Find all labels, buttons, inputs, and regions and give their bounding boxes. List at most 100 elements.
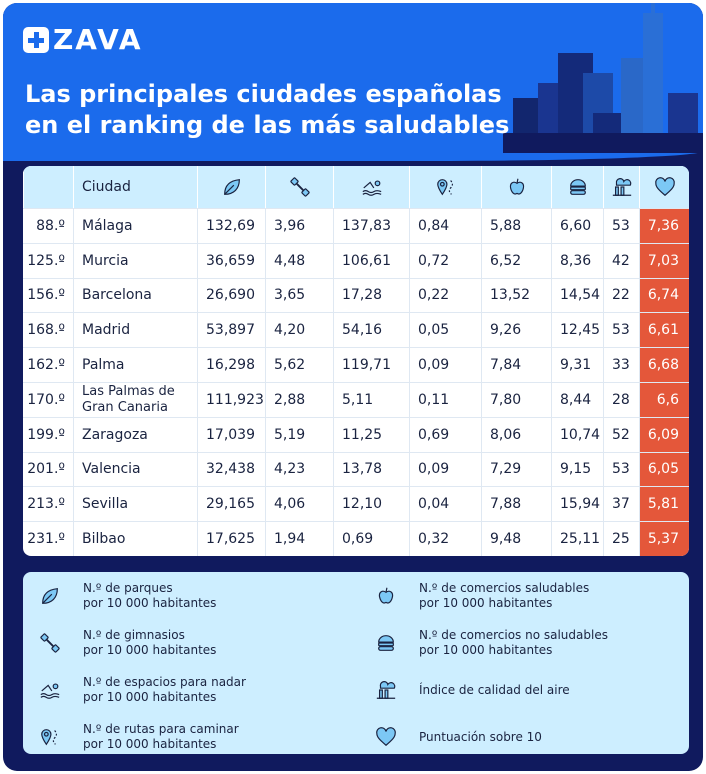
- legend-sublabel: por 10 000 habitantes: [83, 737, 217, 751]
- dumbbell-icon: [40, 633, 60, 653]
- score-cell: 7,03: [639, 243, 689, 278]
- parks-cell: 16,298: [197, 348, 265, 382]
- parks-cell: 36,659: [197, 243, 265, 278]
- legend-text: Índice de calidad del aire: [419, 683, 570, 698]
- air-quality-cell: 53: [603, 313, 639, 348]
- air-quality-cell: 33: [603, 348, 639, 382]
- legend-text: N.º de comercios saludables por 10 000 ha…: [419, 581, 589, 611]
- air-quality-cell: 25: [603, 522, 639, 556]
- table-row: 125.º Murcia 36,659 4,48 106,61 0,72 6,52 8,36 4…: [23, 242, 689, 278]
- swim-cell: 17,28: [333, 278, 409, 313]
- heart-icon: [376, 727, 396, 747]
- unhealthy-shops-cell: 15,94: [551, 487, 603, 522]
- rank-cell: 168.º: [27, 322, 65, 339]
- legend-item: N.º de comercios saludables por 10 000 ha…: [375, 578, 589, 614]
- air-quality-cell: 53: [603, 452, 639, 487]
- rank-cell: 199.º: [27, 426, 65, 443]
- table-row: 231.º Bilbao 17,625 1,94 0,69 0,32 9,48 25,11 25…: [23, 521, 689, 556]
- healthy-shops-cell: 8,06: [481, 417, 551, 452]
- routes-cell: 0,84: [409, 209, 481, 243]
- routes-cell: 0,09: [409, 452, 481, 487]
- routes-cell: 0,32: [409, 522, 481, 556]
- rank-cell: 162.º: [27, 357, 65, 374]
- factory-icon: [603, 166, 639, 208]
- legend-item: N.º de comercios no saludables por 10 000…: [375, 625, 608, 661]
- legend-item: N.º de rutas para caminar por 10 000 habi…: [39, 719, 239, 755]
- unhealthy-shops-cell: 25,11: [551, 522, 603, 556]
- table-header: Ciudad: [23, 166, 689, 208]
- legend-sublabel: por 10 000 habitantes: [419, 596, 553, 610]
- apple-icon: [378, 587, 394, 604]
- legend-sublabel: por 10 000 habitantes: [83, 596, 217, 610]
- burger-icon: [551, 166, 603, 208]
- parks-cell: 111,923: [197, 382, 265, 417]
- swimmer-icon: [333, 166, 409, 208]
- city-skyline-illustration: [503, 3, 703, 153]
- brand-name: ZAVA: [53, 23, 143, 56]
- page-title: Las principales ciudades españolas en el …: [25, 79, 509, 141]
- healthy-shops-cell: 7,80: [481, 382, 551, 417]
- swim-cell: 13,78: [333, 452, 409, 487]
- gyms-cell: 5,19: [265, 417, 333, 452]
- city-cell: Barcelona: [73, 278, 197, 313]
- unhealthy-shops-cell: 9,31: [551, 348, 603, 382]
- healthy-shops-cell: 7,84: [481, 348, 551, 382]
- table-row: 156.º Barcelona 26,690 3,65 17,28 0,22 13,52 14…: [23, 277, 689, 313]
- table-row: 162.º Palma 16,298 5,62 119,71 0,09 7,84 9,31 33…: [23, 347, 689, 382]
- score-cell: 6,05: [639, 452, 689, 487]
- swim-cell: 0,69: [333, 522, 409, 556]
- route-pin-icon: [409, 166, 481, 208]
- routes-cell: 0,22: [409, 278, 481, 313]
- city-cell: Valencia: [73, 452, 197, 487]
- swimmer-icon: [40, 683, 60, 699]
- unhealthy-shops-cell: 8,36: [551, 243, 603, 278]
- legend-text: N.º de rutas para caminar por 10 000 habi…: [83, 722, 239, 752]
- gyms-cell: 1,94: [265, 522, 333, 556]
- score-cell: 6,61: [639, 313, 689, 348]
- title-line-2: en el ranking de las más saludables: [25, 111, 510, 139]
- gyms-cell: 4,48: [265, 243, 333, 278]
- legend-item: Índice de calidad del aire: [375, 672, 570, 708]
- healthy-shops-cell: 6,52: [481, 243, 551, 278]
- parks-cell: 132,69: [197, 209, 265, 243]
- rank-cell: 88.º: [36, 217, 65, 234]
- gyms-cell: 5,62: [265, 348, 333, 382]
- gyms-cell: 4,23: [265, 452, 333, 487]
- apple-icon: [481, 166, 551, 208]
- legend-label: Puntuación sobre 10: [419, 729, 542, 744]
- gyms-cell: 3,65: [265, 278, 333, 313]
- swim-cell: 54,16: [333, 313, 409, 348]
- parks-cell: 29,165: [197, 487, 265, 522]
- city-cell: Las Palmas de Gran Canaria: [73, 382, 197, 417]
- legend-label: N.º de gimnasios: [83, 628, 185, 642]
- unhealthy-shops-cell: 10,74: [551, 417, 603, 452]
- unhealthy-shops-cell: 8,44: [551, 382, 603, 417]
- zava-logo: ZAVA: [23, 23, 143, 56]
- unhealthy-shops-cell: 9,15: [551, 452, 603, 487]
- unhealthy-shops-cell: 12,45: [551, 313, 603, 348]
- legend-label: Índice de calidad del aire: [419, 682, 570, 697]
- table-row: 199.º Zaragoza 17,039 5,19 11,25 0,69 8,06 10,7…: [23, 416, 689, 452]
- legend-label: N.º de comercios no saludables: [419, 628, 608, 642]
- air-quality-cell: 22: [603, 278, 639, 313]
- legend-text: N.º de espacios para nadar por 10 000 hab…: [83, 675, 246, 705]
- legend-text: N.º de comercios no saludables por 10 000…: [419, 628, 608, 658]
- rank-cell: 125.º: [27, 252, 65, 269]
- city-cell: Sevilla: [73, 487, 197, 522]
- routes-cell: 0,69: [409, 417, 481, 452]
- rank-cell: 231.º: [27, 531, 65, 548]
- healthy-shops-cell: 5,88: [481, 209, 551, 243]
- healthy-shops-cell: 13,52: [481, 278, 551, 313]
- unhealthy-shops-cell: 6,60: [551, 209, 603, 243]
- table-body: 88.º Málaga 132,69 3,96 137,83 0,84 5,88 6,60 53…: [23, 208, 689, 556]
- plus-icon: [23, 26, 49, 53]
- score-cell: 5,81: [639, 487, 689, 522]
- air-quality-cell: 52: [603, 417, 639, 452]
- route-pin-icon: [41, 729, 58, 746]
- gyms-cell: 4,20: [265, 313, 333, 348]
- rank-cell: 170.º: [27, 391, 65, 408]
- legend: N.º de parques por 10 000 habitantes N.º d…: [23, 572, 689, 754]
- legend-label: N.º de espacios para nadar: [83, 675, 246, 689]
- legend-item: N.º de gimnasios por 10 000 habitantes: [39, 625, 216, 661]
- burger-icon: [378, 635, 394, 651]
